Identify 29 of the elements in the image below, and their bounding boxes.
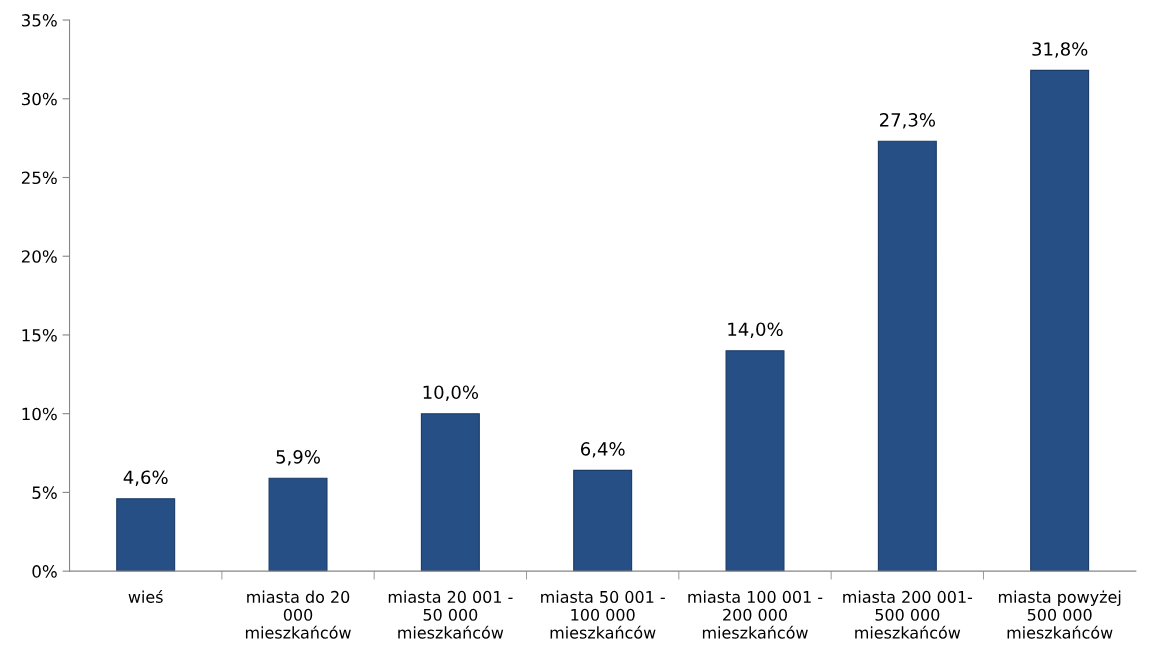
y-tick-label: 5% — [32, 486, 57, 499]
x-tick-label: miasta do 20 000 mieszkańców — [245, 590, 351, 639]
x-tick-label: miasta 50 001 - 100 000 mieszkańców — [541, 590, 665, 639]
y-tick-label: 30% — [21, 92, 57, 106]
data-label: 5,9% — [276, 449, 320, 466]
x-tick-label: miasta powyżej 500 000 mieszkańców — [998, 590, 1121, 639]
data-label: 31,8% — [1032, 42, 1088, 58]
data-label: 27,3% — [879, 113, 936, 129]
data-label: 10,0% — [423, 385, 479, 401]
y-tick-label: 15% — [22, 328, 57, 342]
bar — [877, 140, 937, 572]
x-tick-label: miasta 100 001 - 200 000 mieszkańców — [688, 590, 823, 639]
x-tick-label: miasta 20 001 - 50 000 mieszkańców — [388, 590, 513, 639]
y-tick-label: 25% — [21, 171, 57, 185]
y-tick-label: 20% — [21, 250, 57, 263]
bar — [725, 350, 785, 572]
x-tick-label: wieś — [128, 589, 163, 603]
bar — [268, 477, 328, 572]
y-tick-label: 10% — [22, 407, 57, 421]
x-tick-label: miasta 200 001- 500 000 mieszkańców — [843, 590, 973, 639]
data-label: 14,0% — [728, 322, 783, 338]
bar — [116, 498, 176, 572]
data-label: 6,4% — [581, 442, 625, 458]
y-tick-label: 0% — [32, 565, 57, 578]
bar — [1030, 69, 1090, 572]
bar — [420, 413, 480, 572]
data-label: 4,6% — [123, 470, 168, 486]
bar — [573, 469, 633, 572]
y-tick-label: 35% — [21, 14, 57, 27]
